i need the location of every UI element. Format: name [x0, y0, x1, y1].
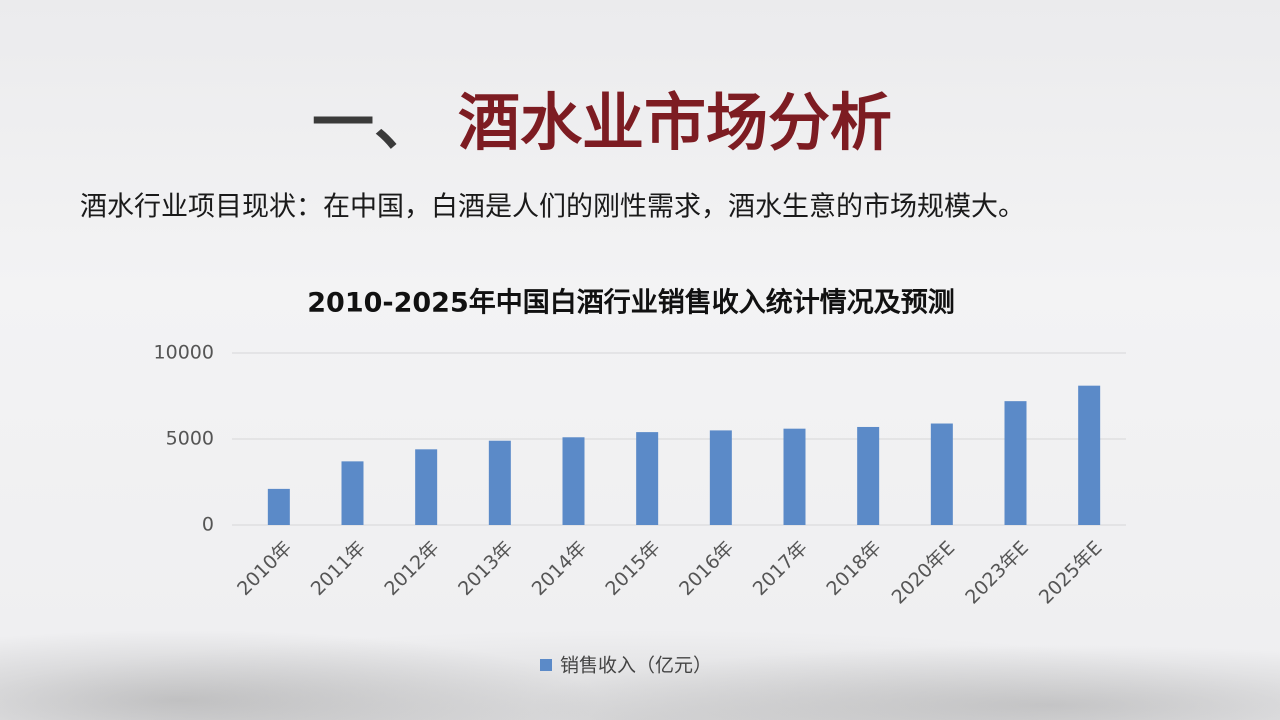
bar: [636, 432, 659, 525]
chart-title: 2010-2025年中国白酒行业销售收入统计情况及预测: [307, 287, 955, 319]
bar: [783, 428, 806, 525]
y-tick-label: 10000: [154, 342, 214, 364]
bar: [709, 430, 732, 525]
bar: [267, 488, 290, 525]
x-tick-label: 2020年E: [888, 537, 960, 609]
legend-label: 销售收入（亿元）: [560, 655, 712, 677]
x-tick-label: 2010年: [233, 537, 296, 600]
bar: [1004, 401, 1027, 525]
bar: [562, 437, 585, 525]
x-tick-label: 2012年: [380, 537, 443, 600]
legend-swatch: [540, 659, 552, 671]
x-tick-label: 2018年: [822, 537, 885, 600]
x-tick-label: 2023年E: [961, 537, 1033, 609]
bar: [341, 461, 364, 525]
bar: [930, 423, 953, 525]
x-tick-label: 2014年: [528, 537, 591, 600]
y-tick-label: 5000: [166, 428, 214, 450]
x-tick-label: 2017年: [749, 537, 812, 600]
x-tick-label: 2025年E: [1035, 537, 1107, 609]
bar: [1078, 385, 1101, 525]
x-tick-label: 2016年: [675, 537, 738, 600]
x-tick-label: 2011年: [307, 537, 370, 600]
heading-prefix: 一、: [312, 86, 436, 159]
y-tick-label: 0: [202, 514, 214, 536]
x-tick-label: 2013年: [454, 537, 517, 600]
x-tick-label: 2015年: [601, 537, 664, 600]
heading-title: 酒水业市场分析: [458, 86, 892, 159]
bar: [415, 449, 438, 525]
bar: [857, 426, 880, 525]
bar: [488, 440, 511, 525]
subtitle: 酒水行业项目现状：在中国，白酒是人们的刚性需求，酒水生意的市场规模大。: [80, 192, 1025, 223]
